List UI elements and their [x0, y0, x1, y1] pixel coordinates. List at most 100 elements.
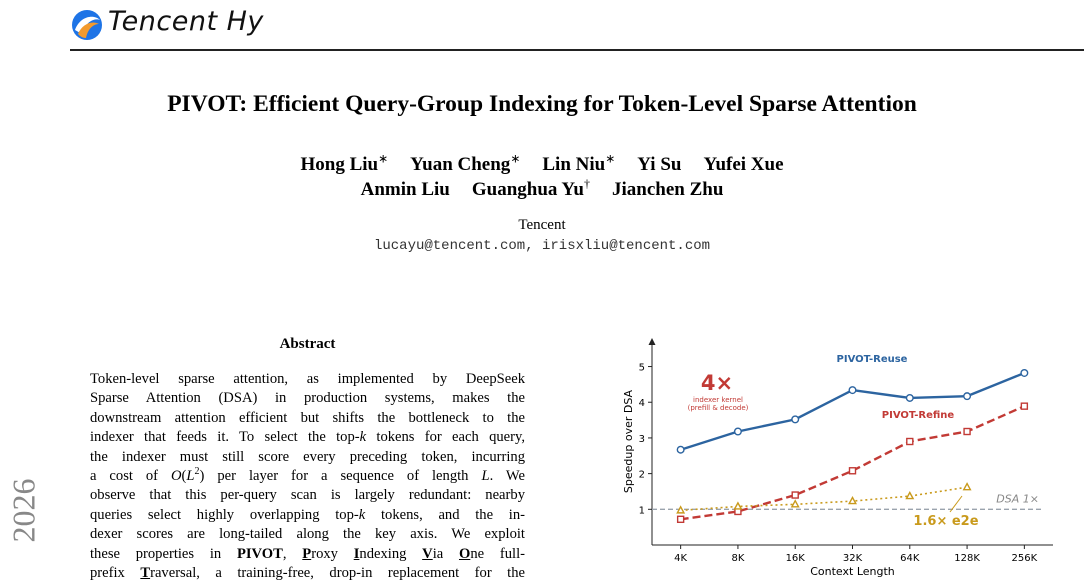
abstract-line: a cost of O(L2) per layer for a sequence…: [90, 466, 525, 485]
author-mark: ∗: [605, 152, 616, 166]
text-run: tokens for each query,: [366, 429, 525, 446]
series-line: [680, 486, 968, 512]
emails: lucayu@tencent.com, irisxliu@tencent.com: [373, 238, 711, 254]
x-tick-label: 256K: [1012, 553, 1038, 564]
abstract-line: the indexer must still score every prece…: [90, 449, 525, 466]
point: [676, 445, 685, 454]
logo-icon: [72, 10, 102, 40]
annotation: 1.6× e2e: [913, 514, 978, 529]
text-run: observe that this per-query scan is larg…: [90, 487, 525, 504]
series-label: PIVOT-Reuse: [837, 354, 908, 365]
author: Anmin Liu: [361, 179, 450, 200]
text-run: L: [481, 468, 490, 484]
text-run: (: [181, 468, 187, 484]
point: [905, 491, 915, 500]
text-run: queries select highly overlapping top-: [90, 506, 359, 523]
author-name: Yuan Cheng: [410, 154, 511, 176]
text-run: Sparse Attention (DSA) in production sys…: [90, 390, 525, 407]
point: [791, 491, 799, 499]
y-tick-label: 4: [639, 398, 645, 409]
text-run: O: [171, 468, 182, 484]
y-tick-label: 2: [639, 470, 645, 481]
author-mark: ∗: [378, 152, 389, 166]
text-run: P: [302, 546, 311, 562]
author-mark: ∗: [510, 152, 521, 166]
abstract-line: Token-level sparse attention, as impleme…: [90, 371, 525, 388]
author: Guanghua Yu†: [471, 177, 590, 201]
x-axis-label: Context Length: [810, 565, 895, 578]
text-run: ne full-: [470, 545, 525, 562]
abstract-line: observe that this per-query scan is larg…: [90, 487, 525, 504]
annotation: 4×: [701, 371, 733, 395]
text-run: 2: [194, 466, 200, 478]
abstract-line: indexer that feeds it. To select the top…: [90, 429, 525, 446]
annotation-arrow: [949, 495, 963, 513]
text-run: V: [422, 546, 433, 562]
x-tick-label: 16K: [786, 553, 806, 564]
reference-label: DSA 1×: [996, 492, 1039, 505]
text-run: T: [140, 565, 151, 581]
text-run: . We: [489, 468, 525, 484]
point: [962, 482, 972, 491]
abstract-line: Sparse Attention (DSA) in production sys…: [90, 390, 525, 407]
abstract-heading: Abstract: [279, 336, 336, 352]
affiliation: Tencent: [518, 217, 566, 233]
text-run: raversal, a training-free, drop-in repla…: [150, 565, 525, 581]
text-run: O: [458, 545, 471, 562]
author: Yufei Xue: [703, 154, 783, 175]
point: [1020, 402, 1029, 410]
point: [790, 499, 800, 508]
text-run: k: [359, 429, 367, 446]
annotation: indexer kernel: [693, 396, 743, 404]
text-run: O: [459, 546, 470, 562]
header-rule: [70, 49, 1084, 51]
text-run: Token-level sparse attention, as impleme…: [90, 371, 525, 387]
author-line: Anmin Liu Guanghua Yu† Jianchen Zhu: [0, 177, 1084, 201]
text-run: PIVOT: [236, 545, 283, 562]
paper-title: PIVOT: Efficient Query-Group Indexing fo…: [167, 91, 917, 117]
author: Hong Liu∗: [300, 152, 389, 176]
x-tick-label: 8K: [731, 553, 744, 564]
text-run: prefix: [90, 565, 141, 581]
text-run: these properties in: [90, 545, 237, 562]
point: [733, 501, 743, 510]
text-run: I: [354, 546, 360, 562]
y-tick-label: 5: [639, 363, 645, 374]
author-name: Guanghua Yu: [471, 179, 584, 201]
y-tick-label: 3: [639, 434, 645, 445]
text-run: L: [186, 468, 195, 484]
author-name: Yi Su: [637, 154, 682, 176]
text-run: ndexing: [359, 545, 423, 562]
author-name: Hong Liu: [300, 154, 379, 176]
logo-text: Tencent Hy: [108, 6, 264, 37]
point: [963, 392, 972, 401]
text-run: ,: [282, 545, 303, 562]
text-run: ia: [432, 545, 459, 562]
point: [848, 467, 857, 475]
author: Lin Niu∗: [542, 152, 616, 176]
abstract-line: dexer scores are long-tailed along the k…: [90, 526, 525, 543]
text-run: tokens, and the in-: [365, 506, 525, 523]
y-tick-label: 1: [639, 505, 645, 516]
point: [906, 437, 914, 446]
text-run: roxy: [311, 545, 354, 562]
text-run: P: [302, 545, 312, 562]
series-label: PIVOT-Refine: [882, 410, 955, 421]
text-run: the indexer must still score every prece…: [90, 448, 525, 465]
point: [963, 427, 971, 436]
author-name: Anmin Liu: [360, 179, 450, 201]
text-run: downstream attention efficient but shift…: [90, 409, 525, 426]
y-axis-label: Speedup over DSA: [622, 389, 635, 493]
annotation: (prefill & decode): [688, 404, 749, 412]
x-tick-label: 128K: [954, 553, 980, 564]
point: [848, 386, 857, 395]
point: [791, 415, 800, 424]
text-run: T: [140, 565, 150, 581]
text-run: a cost of: [90, 468, 171, 484]
abstract-line: prefix Traversal, a training-free, drop-…: [90, 565, 525, 581]
author-name: Yufei Xue: [703, 154, 784, 176]
author-name: Lin Niu: [542, 154, 606, 176]
text-run: dexer scores are long-tailed along the k…: [90, 526, 525, 543]
y-axis-arrow: [648, 338, 656, 345]
